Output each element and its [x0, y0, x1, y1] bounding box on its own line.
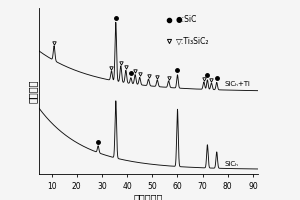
- Text: ▽:Ti₃SiC₂: ▽:Ti₃SiC₂: [176, 37, 209, 46]
- Y-axis label: 衍射强度: 衍射强度: [28, 79, 38, 103]
- Text: SiCₕ: SiCₕ: [224, 161, 238, 167]
- Text: ●:SiC: ●:SiC: [176, 15, 197, 24]
- X-axis label: 衍射角度数: 衍射角度数: [134, 193, 163, 200]
- Text: SiCₕ+Ti: SiCₕ+Ti: [224, 81, 250, 87]
